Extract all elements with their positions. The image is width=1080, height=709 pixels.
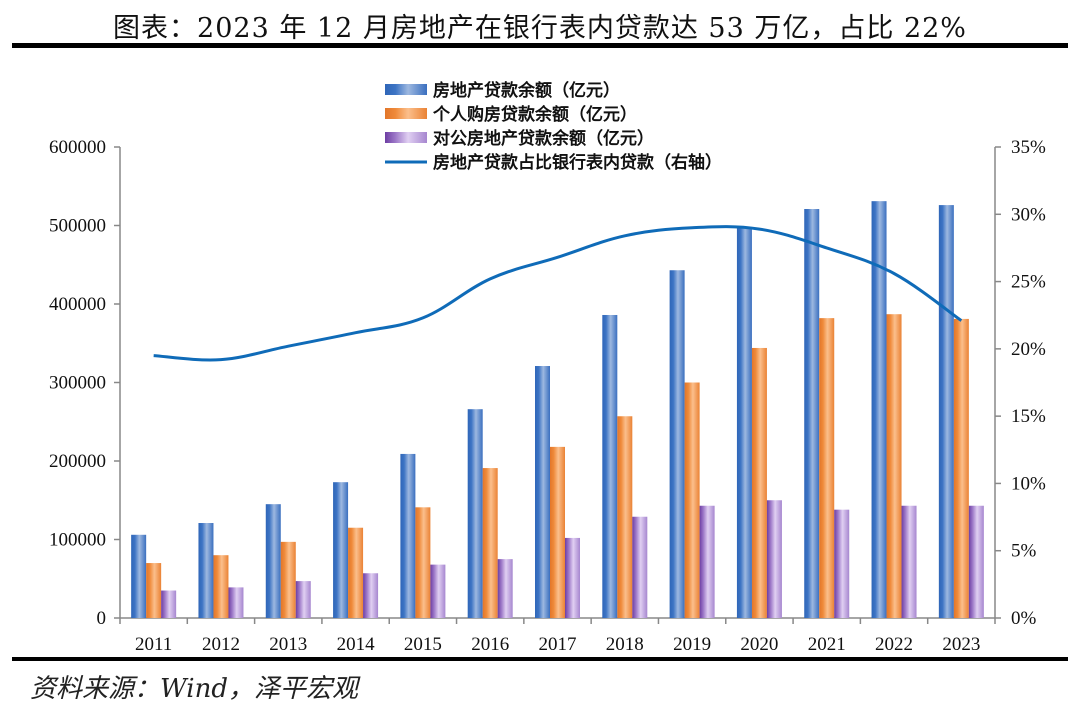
bar-real-estate-loans	[333, 482, 349, 618]
left-axis-tick-label: 600000	[49, 137, 106, 158]
legend-label: 个人购房贷款余额（亿元）	[432, 104, 637, 125]
bar-personal-mortgage	[415, 507, 431, 618]
bar-personal-mortgage	[751, 347, 767, 618]
bar-personal-mortgage	[550, 446, 565, 618]
line-layer	[153, 225, 963, 362]
bar-corporate-real-estate	[632, 516, 648, 618]
bar-real-estate-loans	[871, 201, 887, 619]
x-axis-tick-label: 2022	[875, 634, 913, 655]
left-axis-tick-label: 400000	[49, 294, 106, 315]
bar-real-estate-loans	[602, 314, 618, 618]
left-axis-tick-label: 0	[97, 608, 107, 629]
x-axis-tick-label: 2015	[404, 634, 442, 655]
bar-corporate-real-estate	[228, 587, 244, 618]
x-axis-tick-label: 2014	[337, 634, 376, 655]
bar-real-estate-loans	[265, 504, 281, 618]
left-axis-tick-label: 500000	[49, 216, 106, 237]
bar-real-estate-loans	[131, 534, 147, 618]
bar-personal-mortgage	[280, 541, 296, 618]
chart-title: 图表：2023 年 12 月房地产在银行表内贷款达 53 万亿，占比 22%	[113, 13, 967, 44]
x-axis-tick-label: 2023	[942, 634, 980, 655]
legend-label: 对公房地产贷款余额（亿元）	[433, 128, 654, 149]
bar-corporate-real-estate	[363, 573, 379, 618]
x-axis-tick-label: 2020	[740, 634, 778, 655]
legend-swatch-real-estate-loans	[385, 84, 427, 95]
right-axis-tick-label: 10%	[1011, 473, 1046, 494]
bar-corporate-real-estate	[430, 564, 446, 618]
bottom-rule	[12, 657, 1068, 661]
chart: 0 100000 200000 300000 400000 500000 600000 0% 5…	[49, 80, 1046, 655]
bar-corporate-real-estate	[766, 500, 782, 618]
source-note: 资料来源：Wind，泽平宏观	[30, 674, 358, 704]
line-loan-share	[153, 225, 963, 362]
x-axis-tick-label: 2019	[673, 634, 711, 655]
bar-corporate-real-estate	[968, 505, 984, 618]
bar-real-estate-loans	[535, 366, 550, 618]
bar-corporate-real-estate	[565, 537, 580, 618]
right-axis-tick-label: 15%	[1011, 406, 1046, 427]
x-axis-tick-label: 2018	[606, 634, 644, 655]
right-axis-tick-label: 20%	[1011, 339, 1046, 360]
bar-corporate-real-estate	[834, 509, 850, 618]
bar-corporate-real-estate	[901, 505, 917, 618]
legend: 房地产贷款余额（亿元） 个人购房贷款余额（亿元） 对公房地产贷款余额（亿元） 房地产贷…	[385, 80, 722, 173]
bar-real-estate-loans	[400, 453, 416, 618]
right-axis-tick-label: 5%	[1011, 541, 1037, 562]
left-axis-tick-label: 300000	[49, 373, 106, 394]
x-axis-tick-label: 2021	[808, 634, 846, 655]
bar-real-estate-loans	[198, 523, 214, 618]
right-axis-tick-label: 35%	[1011, 137, 1046, 158]
bar-personal-mortgage	[348, 527, 364, 618]
bar-real-estate-loans	[736, 227, 752, 619]
x-axis-tick-label: 2011	[135, 634, 172, 655]
bar-personal-mortgage	[482, 468, 498, 618]
bar-personal-mortgage	[684, 382, 700, 618]
bar-personal-mortgage	[819, 318, 835, 618]
right-axis-tick-label: 25%	[1011, 272, 1046, 293]
left-axis-tick-label: 100000	[49, 530, 106, 551]
bar-personal-mortgage	[146, 563, 162, 618]
bar-personal-mortgage	[213, 555, 229, 618]
x-axis-tick-label: 2016	[471, 634, 509, 655]
bar-personal-mortgage	[886, 314, 902, 618]
bar-corporate-real-estate	[497, 559, 513, 618]
x-axis-tick-label: 2012	[202, 634, 240, 655]
top-rule	[12, 43, 1068, 48]
legend-label: 房地产贷款余额（亿元）	[433, 80, 620, 101]
x-axis-tick-label: 2013	[269, 634, 307, 655]
bar-real-estate-loans	[467, 409, 483, 618]
right-axis-tick-label: 0%	[1011, 608, 1037, 629]
right-axis-tick-label: 30%	[1011, 204, 1046, 225]
bar-real-estate-loans	[938, 205, 954, 618]
legend-label: 房地产贷款占比银行表内贷款（右轴）	[433, 152, 722, 173]
bar-corporate-real-estate	[161, 590, 177, 618]
bar-real-estate-loans	[804, 209, 820, 618]
legend-swatch-corporate-real-estate	[385, 132, 427, 143]
bar-real-estate-loans	[669, 270, 685, 618]
bar-corporate-real-estate	[699, 505, 715, 618]
x-axis-tick-label: 2017	[539, 634, 577, 655]
left-axis-tick-label: 200000	[49, 451, 106, 472]
legend-swatch-personal-mortgage	[385, 108, 427, 119]
bar-personal-mortgage	[617, 416, 633, 618]
bar-personal-mortgage	[953, 318, 969, 618]
bar-corporate-real-estate	[295, 581, 311, 618]
bars	[131, 201, 984, 619]
